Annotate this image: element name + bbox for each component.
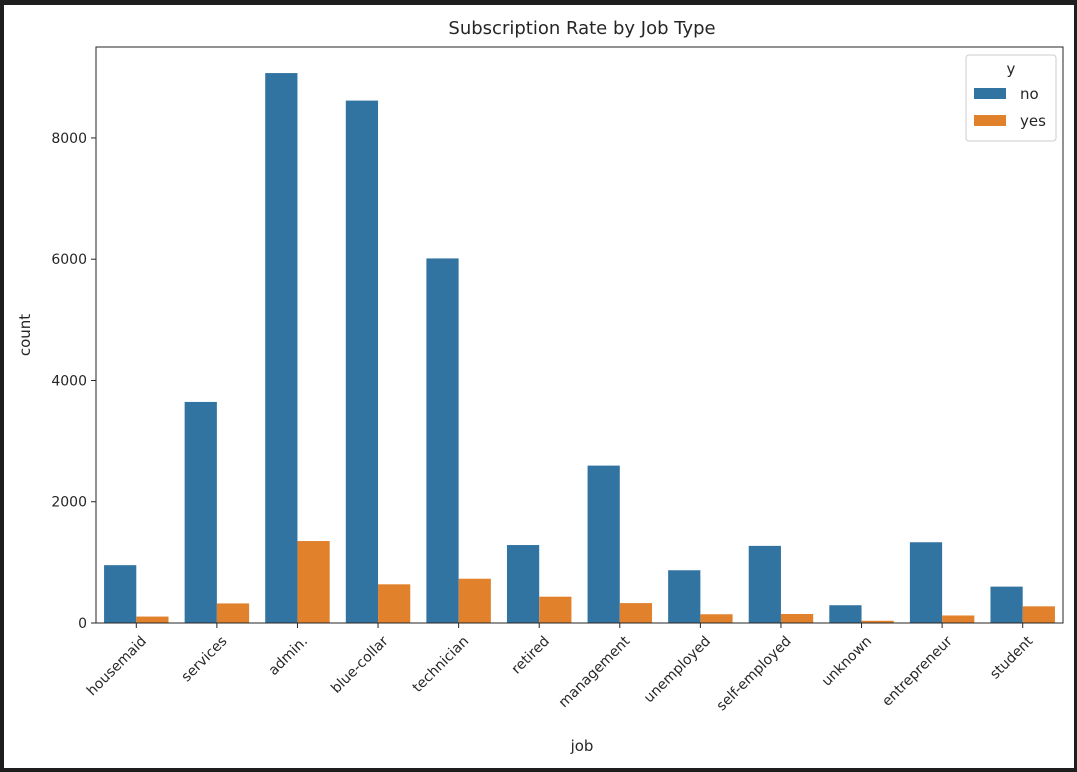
legend-title: y (1007, 60, 1016, 78)
x-axis: housemaid services admin. blue-collar techni… (84, 623, 1037, 714)
bar-yes-unemployed (700, 614, 733, 623)
x-tick-label: admin. (266, 633, 311, 678)
bar-yes-blue-collar (378, 584, 411, 623)
x-tick-label: unknown (819, 633, 875, 689)
x-tick-label: housemaid (84, 633, 150, 699)
legend: y no yes (965, 54, 1057, 142)
bar-yes-student (1022, 606, 1055, 623)
bar-no-blue-collar (345, 100, 379, 624)
x-axis-label: job (570, 737, 594, 755)
bar-yes-self-employed (780, 613, 814, 623)
bar-no-services (184, 401, 217, 623)
y-tick-label: 4000 (51, 373, 87, 389)
legend-swatch-yes (974, 115, 1006, 126)
x-tick-label: entrepreneur (879, 633, 956, 710)
chart-title: Subscription Rate by Job Type (448, 18, 715, 39)
bar-no-management (587, 465, 620, 623)
bar-yes-housemaid (136, 616, 169, 623)
y-axis-label: count (16, 314, 34, 356)
x-tick-label: technician (410, 633, 473, 696)
x-tick-label: blue-collar (328, 633, 392, 697)
bar-yes-admin- (297, 541, 330, 623)
y-tick-label: 2000 (51, 495, 87, 511)
y-tick-label: 0 (78, 616, 87, 632)
legend-label-yes: yes (1020, 112, 1046, 130)
x-tick-label: student (987, 633, 1037, 683)
bar-no-unknown (829, 605, 862, 623)
bar-yes-services (216, 603, 250, 623)
bar-yes-retired (539, 596, 572, 623)
x-tick-label: unemployed (641, 633, 714, 706)
x-tick-label: services (179, 633, 231, 685)
legend-swatch-no (974, 88, 1006, 99)
bar-no-retired (506, 545, 540, 623)
bar-no-unemployed (668, 570, 701, 623)
legend-label-no: no (1020, 85, 1039, 103)
y-tick-label: 6000 (51, 252, 87, 268)
bar-no-student (990, 586, 1023, 623)
bar-no-technician (426, 258, 459, 623)
x-tick-label: retired (509, 633, 553, 677)
x-tick-label: self-employed (714, 633, 795, 714)
bars-group (104, 73, 1055, 624)
bar-yes-management (619, 603, 653, 623)
bar-yes-technician (458, 578, 491, 623)
bar-no-self-employed (748, 545, 781, 623)
bar-no-entrepreneur (909, 542, 943, 623)
bar-chart: Subscription Rate by Job Type 0 2000 4000 6… (16, 18, 1064, 755)
bar-yes-entrepreneur (942, 615, 975, 623)
x-tick-label: management (556, 633, 634, 711)
y-axis: 0 2000 4000 6000 8000 (51, 131, 96, 632)
bar-no-admin- (265, 73, 298, 623)
plot-frame (95, 46, 1064, 624)
chart-canvas: Subscription Rate by Job Type 0 2000 4000 6… (4, 5, 1074, 768)
y-tick-label: 8000 (51, 131, 87, 147)
bar-yes-unknown (861, 620, 894, 623)
bar-no-housemaid (104, 565, 137, 623)
